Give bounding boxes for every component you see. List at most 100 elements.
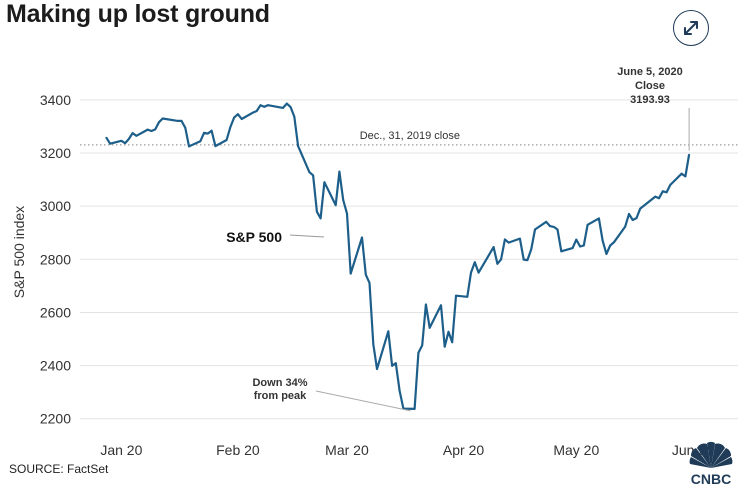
data-point [214, 145, 217, 148]
data-point [503, 238, 506, 241]
data-point [233, 116, 236, 119]
series-label: S&P 500 [226, 229, 282, 245]
data-point [206, 132, 209, 135]
data-point [161, 117, 164, 120]
data-point [349, 272, 352, 275]
data-point [150, 130, 153, 132]
data-point [237, 113, 239, 116]
data-point [556, 228, 559, 231]
data-point [188, 145, 190, 148]
data-point [124, 142, 127, 145]
data-point [240, 118, 243, 120]
data-point [338, 170, 341, 173]
cnbc-logo: CNBC [683, 438, 739, 488]
data-point [361, 236, 363, 239]
data-point [364, 273, 367, 276]
data-point [443, 345, 446, 348]
data-point [259, 104, 262, 107]
data-point [473, 261, 476, 264]
expand-arrows-icon [684, 21, 698, 35]
source-note: SOURCE: FactSet [9, 462, 109, 476]
data-point [635, 217, 638, 220]
data-point [496, 262, 499, 265]
data-point [319, 217, 322, 220]
x-tick-label: Mar 20 [325, 442, 369, 458]
data-point [285, 102, 288, 105]
trough-label-line1: Down 34% [252, 377, 307, 389]
series-label-leader [289, 234, 325, 238]
data-point [507, 241, 510, 244]
data-point [282, 106, 284, 109]
data-point [255, 110, 258, 112]
series-line-sp500 [105, 102, 691, 410]
data-point [639, 207, 642, 210]
data-point [184, 126, 187, 129]
data-point [131, 132, 134, 134]
y-axis-ticks: 2200 2400 2600 2800 3000 3200 3400 [40, 92, 71, 427]
data-point [225, 139, 228, 141]
data-point [552, 225, 555, 228]
data-point [549, 225, 551, 227]
data-point [575, 238, 578, 241]
x-tick-label: May 20 [553, 442, 599, 458]
data-point [447, 330, 450, 333]
data-point [180, 119, 183, 122]
data-point [688, 153, 691, 156]
data-point [560, 250, 563, 253]
data-point [289, 106, 292, 108]
data-point [661, 190, 664, 193]
data-point [582, 244, 585, 247]
data-point [545, 220, 548, 223]
data-point [315, 210, 318, 213]
data-point [127, 138, 130, 140]
data-point [199, 140, 202, 143]
data-point [263, 105, 266, 108]
y-tick-label: 2200 [40, 411, 71, 427]
data-point [492, 246, 495, 248]
data-point [346, 212, 348, 215]
data-point [308, 171, 311, 174]
y-tick-label: 3000 [40, 198, 71, 214]
data-point [135, 134, 138, 137]
data-point [654, 195, 657, 198]
data-point [229, 126, 232, 128]
grid [80, 99, 738, 420]
data-point [421, 344, 424, 347]
page-title: Making up lost ground [6, 0, 270, 28]
data-point [342, 199, 345, 201]
data-point [466, 295, 469, 298]
data-point [293, 115, 296, 118]
data-point [613, 241, 615, 244]
data-point [519, 237, 521, 240]
reference-line-label: Dec., 31, 2019 close [360, 130, 460, 142]
expand-button[interactable] [673, 10, 709, 46]
y-axis-title: S&P 500 index [11, 206, 27, 298]
data-point [323, 181, 326, 184]
data-point [684, 175, 687, 178]
x-tick-label: Apr 20 [443, 442, 484, 458]
x-tick-label: Feb 20 [216, 442, 260, 458]
data-point [297, 145, 299, 148]
data-point [146, 128, 149, 131]
data-point [398, 389, 401, 392]
data-point [597, 217, 600, 220]
data-point [252, 111, 254, 114]
data-point [334, 204, 337, 206]
data-point [120, 139, 123, 142]
data-point [609, 244, 612, 247]
data-point [109, 142, 111, 145]
data-point [500, 258, 503, 261]
data-point [534, 228, 536, 231]
data-point [628, 212, 630, 215]
data-point [394, 362, 397, 365]
data-point [658, 197, 660, 200]
y-tick-label: 3400 [40, 92, 71, 108]
data-point [267, 104, 269, 107]
peacock-icon: CNBC [689, 441, 733, 487]
data-point [680, 172, 683, 175]
data-point [665, 191, 668, 194]
data-point [413, 407, 416, 410]
data-point [312, 174, 315, 177]
y-tick-label: 2400 [40, 358, 71, 374]
data-point [387, 330, 390, 333]
